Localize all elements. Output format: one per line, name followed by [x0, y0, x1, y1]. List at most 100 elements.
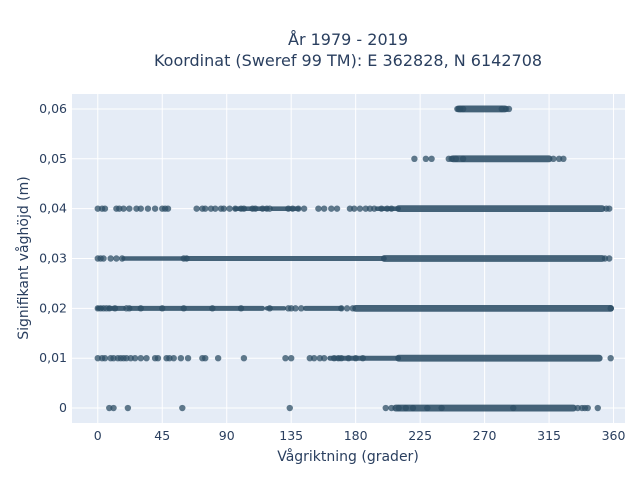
- data-point: [388, 404, 395, 412]
- chart-title-line2: Koordinat (Sweref 99 TM): E 362828, N 61…: [154, 51, 542, 70]
- data-point: [107, 255, 114, 262]
- data-point: [292, 305, 299, 312]
- data-point: [289, 205, 296, 212]
- data-point: [388, 205, 395, 212]
- data-point: [159, 305, 166, 312]
- data-point: [237, 305, 245, 312]
- data-point: [298, 305, 305, 312]
- data-point: [378, 205, 385, 212]
- x-tick-label: 0: [94, 428, 102, 443]
- data-point: [154, 354, 162, 362]
- data-point: [143, 354, 150, 362]
- data-point: [209, 305, 216, 312]
- x-axis-title: Vågriktning (grader): [277, 448, 419, 465]
- data-point: [594, 404, 601, 412]
- data-point: [101, 205, 109, 212]
- x-tick-label: 315: [537, 428, 561, 443]
- data-point: [170, 354, 177, 362]
- data-point: [177, 354, 185, 362]
- data-point: [202, 205, 209, 212]
- data-point: [118, 255, 126, 262]
- data-point: [333, 205, 341, 212]
- data-point: [351, 205, 358, 212]
- data-point: [338, 305, 345, 312]
- data-point: [240, 354, 248, 362]
- data-point: [226, 205, 233, 212]
- data-point: [126, 205, 133, 212]
- series-points: [94, 255, 613, 262]
- data-point: [315, 205, 322, 212]
- data-point: [126, 305, 133, 312]
- data-point: [310, 354, 318, 362]
- data-point: [120, 205, 127, 212]
- data-point: [510, 404, 517, 412]
- data-point: [428, 155, 435, 163]
- data-point: [137, 305, 144, 312]
- data-point: [411, 155, 418, 163]
- data-point: [106, 305, 113, 312]
- data-point: [606, 205, 613, 212]
- data-point: [179, 404, 186, 412]
- tick-labels: 0 45 90 135 180 225 270 315 360 0 0,01 0,02 0,03 0,04…: [39, 101, 625, 443]
- data-point: [343, 305, 351, 312]
- data-point: [113, 255, 120, 262]
- data-point: [110, 404, 117, 412]
- y-tick-label: 0,04: [39, 201, 67, 216]
- data-point: [111, 305, 119, 312]
- y-tick-label: 0,02: [39, 300, 67, 315]
- data-point: [232, 205, 239, 212]
- y-tick-label: 0: [59, 400, 67, 415]
- data-point: [550, 155, 557, 163]
- data-point: [371, 205, 378, 212]
- data-point: [124, 404, 132, 412]
- data-point: [183, 255, 190, 262]
- data-point: [287, 354, 295, 362]
- data-point: [151, 205, 159, 212]
- data-point: [606, 255, 613, 262]
- data-point: [214, 354, 222, 362]
- data-point: [359, 354, 367, 362]
- series-points: [94, 304, 615, 312]
- y-tick-label: 0,06: [39, 101, 67, 116]
- data-point: [180, 305, 187, 312]
- data-point: [300, 205, 308, 212]
- x-tick-label: 225: [408, 428, 432, 443]
- data-point: [459, 105, 467, 113]
- x-tick-label: 135: [279, 428, 303, 443]
- y-tick-label: 0,03: [39, 251, 67, 266]
- data-point: [352, 354, 359, 362]
- data-point: [328, 205, 335, 212]
- chart-title-line1: År 1979 - 2019: [288, 30, 408, 49]
- data-point: [252, 205, 259, 212]
- data-point: [452, 155, 460, 163]
- y-tick-label: 0,05: [39, 151, 67, 166]
- data-point: [422, 155, 430, 163]
- x-tick-label: 360: [602, 428, 626, 443]
- data-point: [356, 205, 364, 212]
- series-points: [411, 155, 567, 163]
- data-point: [320, 205, 328, 212]
- y-tick-label: 0,01: [39, 350, 67, 365]
- y-axis-title: Signifikant våghöjd (m): [15, 176, 32, 339]
- data-point: [212, 205, 219, 212]
- data-point: [295, 205, 302, 212]
- x-tick-label: 180: [344, 428, 368, 443]
- data-point: [193, 205, 200, 212]
- x-tick-label: 270: [473, 428, 497, 443]
- data-point: [100, 255, 107, 262]
- data-point: [402, 404, 410, 412]
- data-point: [266, 305, 273, 312]
- data-point: [184, 354, 192, 362]
- series-points: [454, 105, 513, 113]
- data-point: [382, 404, 389, 412]
- series-points: [106, 404, 601, 412]
- series-points: [94, 205, 613, 213]
- data-point: [438, 404, 445, 412]
- data-point: [560, 155, 567, 163]
- data-point: [505, 105, 513, 113]
- data-point: [240, 205, 248, 212]
- data-point: [202, 354, 209, 362]
- data-point: [320, 354, 328, 362]
